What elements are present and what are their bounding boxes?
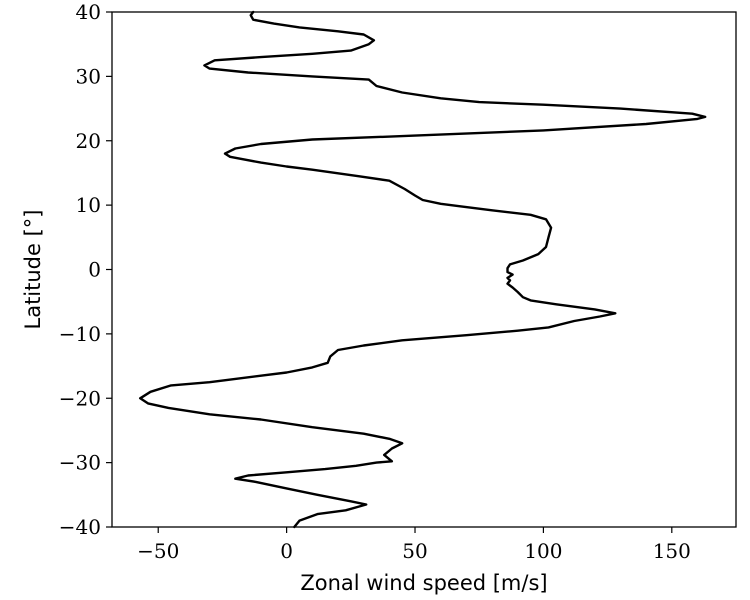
y-tick-label: −10 [59, 322, 101, 346]
y-tick-label: −30 [59, 451, 101, 475]
x-tick-label: 150 [653, 539, 691, 563]
x-axis-title: Zonal wind speed [m/s] [300, 571, 547, 595]
x-tick-label: 50 [402, 539, 427, 563]
y-tick-label: 0 [88, 258, 101, 282]
y-tick-label: 30 [76, 64, 101, 88]
x-tick-label: −50 [137, 539, 179, 563]
plot-frame [111, 11, 737, 528]
y-tick-label: 10 [76, 193, 101, 217]
y-tick-label: 40 [76, 0, 101, 24]
y-axis-title: Latitude [°] [21, 210, 45, 330]
y-tick-label: 20 [76, 129, 101, 153]
y-tick-label: −40 [59, 515, 101, 539]
wind-speed-line [139, 10, 707, 529]
y-axis: −40 −30 −20 −10 0 10 20 30 40 [59, 0, 112, 539]
x-axis: −50 0 50 100 150 [137, 527, 691, 563]
x-tick-label: 0 [280, 539, 293, 563]
y-tick-label: −20 [59, 386, 101, 410]
x-tick-label: 100 [524, 539, 562, 563]
